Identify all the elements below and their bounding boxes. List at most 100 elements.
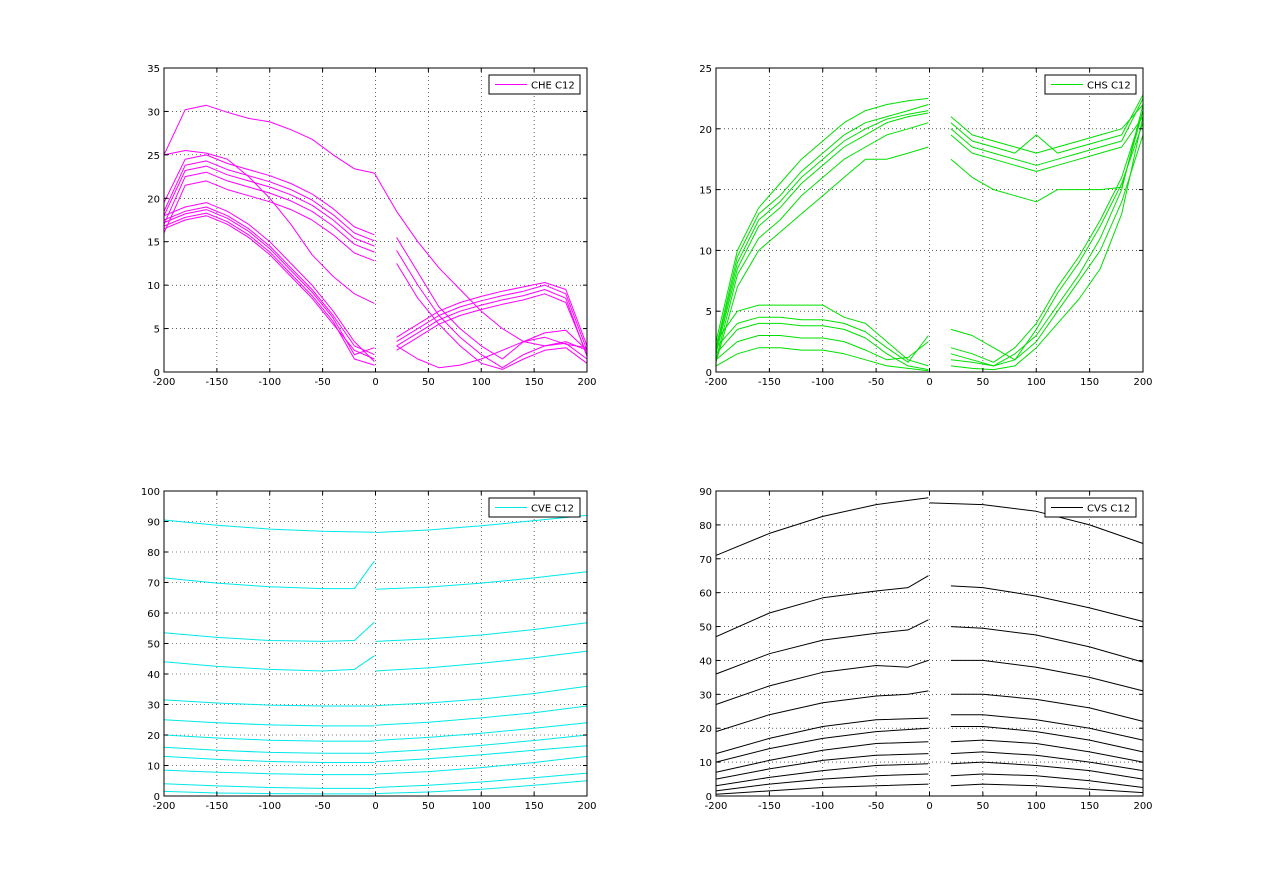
series-line — [163, 755, 375, 763]
series-line — [950, 783, 1144, 794]
subplot-chs: -200 -150 -100 -50 0 50 100 150 200 0 5 10 15 20 25 CH… — [699, 64, 1152, 388]
y-tick-label: 35 — [147, 64, 160, 75]
subplot-cvs: -200 -150 -100 -50 0 50 100 150 200 0 10 20 30 40 50 60… — [699, 487, 1152, 812]
x-tick-label: 50 — [977, 377, 990, 388]
series-group — [163, 104, 588, 370]
y-tick-label: 20 — [699, 724, 712, 735]
x-tick-label: 0 — [372, 377, 378, 388]
series-line — [715, 773, 929, 792]
y-tick-label: 70 — [147, 579, 160, 590]
x-tick-label: 100 — [472, 801, 491, 812]
series-line — [163, 519, 375, 533]
series-line — [950, 773, 1144, 788]
series-line — [929, 502, 1144, 544]
x-tick-label: 100 — [1027, 377, 1046, 388]
series-line — [396, 284, 588, 351]
grid — [164, 491, 587, 796]
x-tick-label: 0 — [926, 801, 932, 812]
series-line — [715, 741, 929, 773]
series-line — [715, 146, 929, 363]
x-tick-label: 150 — [525, 801, 544, 812]
y-tick-label: 40 — [699, 656, 712, 667]
series-line — [163, 746, 375, 754]
legend: CVE C12 — [488, 497, 581, 518]
series-line — [375, 772, 588, 788]
series-line — [950, 693, 1144, 722]
x-tick-label: -50 — [868, 801, 884, 812]
series-line — [950, 116, 1144, 172]
series-line — [950, 104, 1144, 367]
grid — [716, 68, 1143, 372]
series-line — [396, 263, 588, 370]
series-line — [715, 104, 929, 348]
series-line — [163, 202, 375, 362]
tick-labels: -200 -150 -100 -50 0 50 100 150 200 0 10 20 30 40 50 60… — [699, 487, 1152, 812]
y-tick-label: 5 — [706, 307, 712, 318]
series-line — [375, 685, 588, 707]
legend: CVS C12 — [1044, 497, 1137, 518]
series-line — [715, 690, 929, 733]
series-line — [396, 289, 588, 357]
x-tick-label: 150 — [1080, 377, 1099, 388]
legend-label: CVE C12 — [531, 504, 574, 515]
x-tick-label: 150 — [1080, 801, 1099, 812]
x-tick-label: -100 — [811, 377, 834, 388]
series-line — [950, 122, 1144, 361]
series-line — [375, 514, 588, 533]
x-tick-label: -150 — [206, 801, 229, 812]
y-tick-label: 25 — [147, 151, 160, 162]
series-line — [715, 112, 929, 354]
x-tick-label: -100 — [258, 377, 281, 388]
series-line — [715, 727, 929, 763]
x-tick-label: -100 — [258, 801, 281, 812]
series-line — [715, 335, 929, 361]
series-line — [715, 497, 929, 556]
y-tick-label: 0 — [154, 792, 160, 803]
series-line — [950, 110, 1144, 363]
x-tick-label: -100 — [811, 801, 834, 812]
series-line — [715, 304, 929, 367]
series-line — [715, 659, 929, 705]
series-line — [375, 745, 588, 763]
y-tick-label: 30 — [699, 690, 712, 701]
legend-label: CHS C12 — [1087, 81, 1131, 92]
legend-label: CVS C12 — [1087, 504, 1130, 515]
y-tick-label: 80 — [699, 521, 712, 532]
series-line — [163, 171, 375, 253]
series-line — [163, 655, 375, 672]
y-tick-label: 60 — [699, 589, 712, 600]
tick-labels: -200 -150 -100 -50 0 50 100 150 200 0 5 10 15 20 25 — [699, 64, 1152, 388]
subplot-cve: -200 -150 -100 -50 0 50 100 150 200 0 10 20 30 40 50 60… — [141, 487, 597, 812]
series-line — [950, 98, 1144, 166]
x-tick-label: 100 — [472, 377, 491, 388]
legend-label: CHE C12 — [531, 81, 575, 92]
series-line — [950, 104, 1144, 154]
series-line — [163, 180, 375, 262]
series-line — [375, 722, 588, 741]
series-line — [950, 110, 1144, 203]
series-line — [396, 282, 588, 347]
legend: CHE C12 — [488, 74, 581, 95]
series-line — [163, 560, 375, 590]
y-tick-label: 20 — [147, 731, 160, 742]
series-line — [163, 719, 375, 727]
y-tick-label: 30 — [147, 701, 160, 712]
series-line — [950, 626, 1144, 663]
x-tick-label: 50 — [977, 801, 990, 812]
y-tick-label: 10 — [147, 762, 160, 773]
legend-box — [488, 74, 581, 95]
x-tick-label: 200 — [577, 377, 596, 388]
x-tick-label: -200 — [705, 801, 728, 812]
y-tick-label: 50 — [699, 623, 712, 634]
x-tick-label: 100 — [1027, 801, 1046, 812]
y-tick-label: 70 — [699, 555, 712, 566]
series-group — [163, 514, 588, 795]
series-line — [163, 165, 375, 247]
y-tick-label: 90 — [147, 518, 160, 529]
series-group — [715, 497, 1144, 795]
series-line — [163, 160, 375, 242]
series-line — [163, 104, 375, 174]
y-tick-label: 10 — [699, 758, 712, 769]
series-line — [715, 347, 929, 372]
series-line — [715, 122, 929, 360]
